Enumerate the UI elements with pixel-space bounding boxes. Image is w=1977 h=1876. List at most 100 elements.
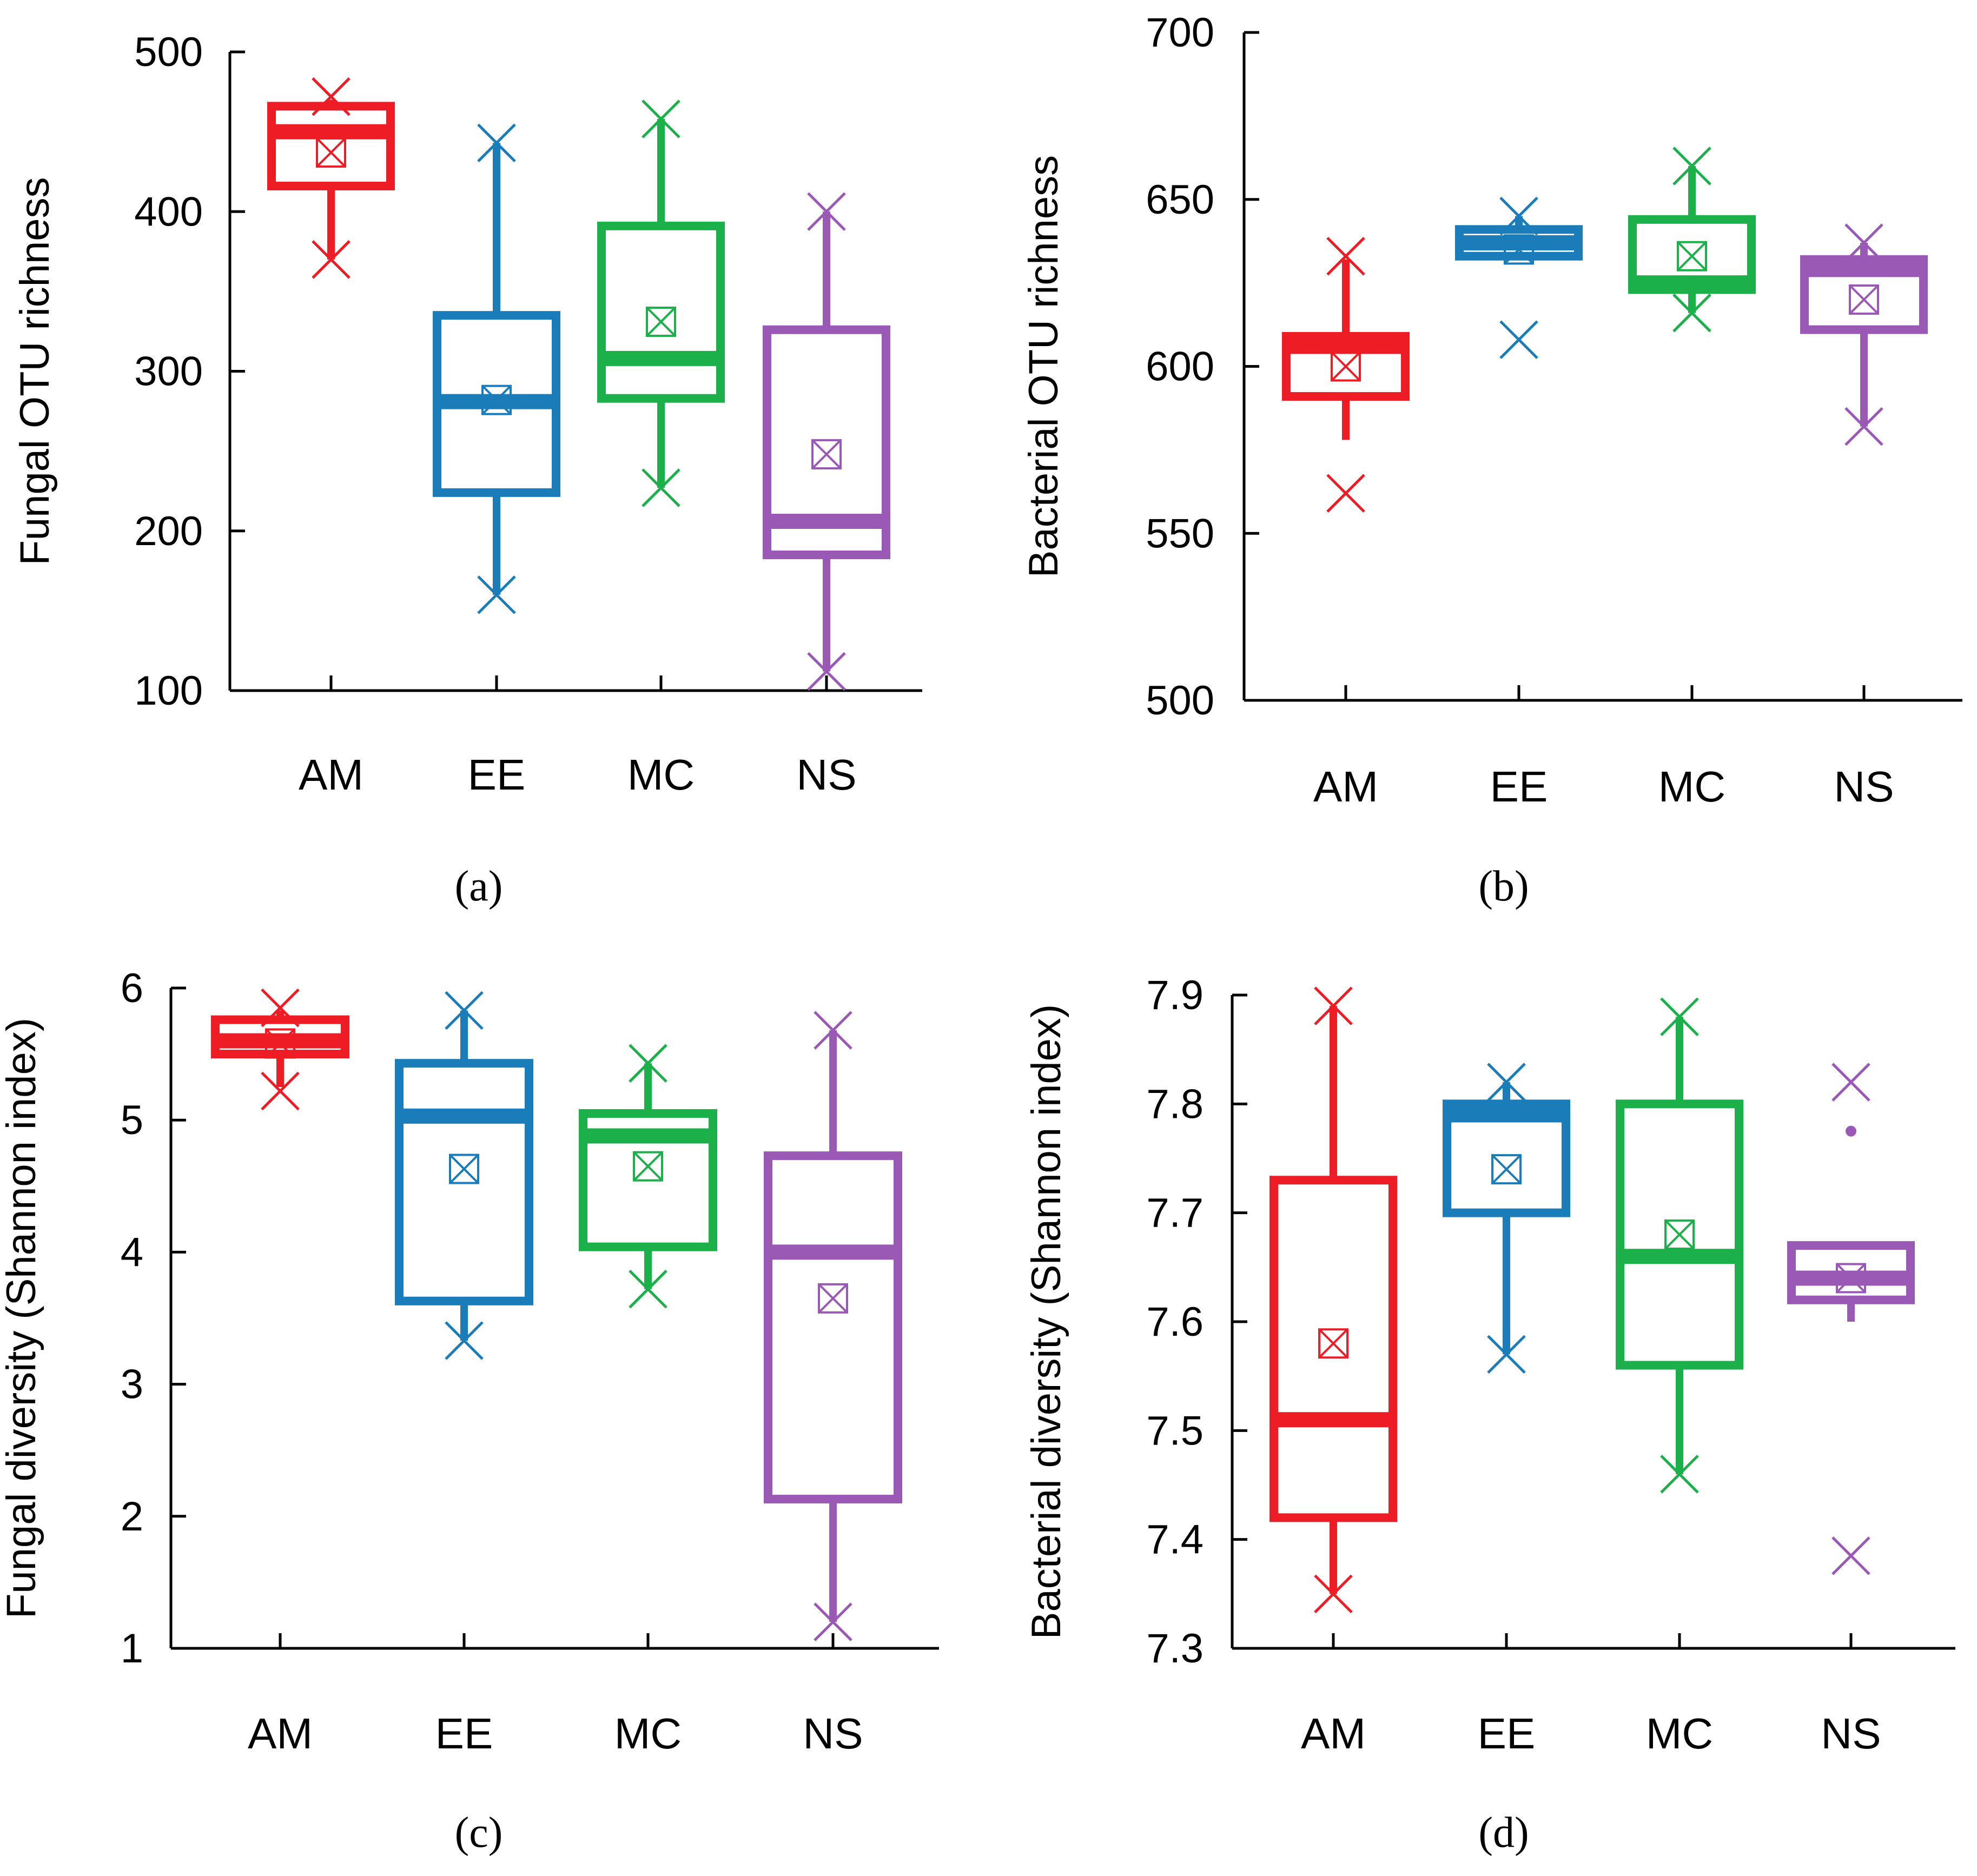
mean-marker-square bbox=[316, 137, 346, 168]
mean-marker bbox=[633, 1151, 663, 1182]
mean-marker-square bbox=[818, 1283, 848, 1314]
max-marker bbox=[445, 991, 484, 1030]
box-mc bbox=[579, 1044, 717, 1309]
chart-panel-3: 1 2 3 4 5 6 AM EE MC NS Fungal diversity (Shannon … bbox=[0, 965, 939, 1857]
panel-label: (d) bbox=[1478, 1809, 1529, 1857]
box-ee bbox=[1443, 1063, 1570, 1374]
x-category-label-ee: EE bbox=[435, 1709, 493, 1758]
mean-marker bbox=[1318, 1328, 1348, 1359]
y-tick-label: 500 bbox=[1146, 678, 1214, 724]
max-marker-stroke-b bbox=[261, 988, 300, 1028]
box-ee bbox=[1455, 196, 1583, 359]
mean-marker-diag-b bbox=[265, 1029, 295, 1058]
x-category-label-am: AM bbox=[1301, 1709, 1366, 1758]
mean-marker-diag-b bbox=[1664, 1219, 1695, 1250]
box-body bbox=[597, 221, 725, 403]
box-body bbox=[267, 102, 395, 191]
max-marker bbox=[312, 77, 351, 116]
mean-marker-square bbox=[1504, 234, 1534, 265]
max-marker bbox=[1660, 997, 1699, 1037]
mean-marker-square bbox=[1318, 1328, 1348, 1359]
box-mc bbox=[597, 100, 725, 507]
mean-marker-square bbox=[1664, 1219, 1695, 1250]
box-am bbox=[1282, 236, 1410, 513]
min-marker-stroke-b bbox=[814, 1602, 852, 1641]
min-marker bbox=[445, 1321, 484, 1360]
y-tick-label: 500 bbox=[134, 29, 203, 75]
mean-marker-square bbox=[1491, 1154, 1522, 1185]
mean-marker bbox=[1331, 351, 1361, 382]
min-marker bbox=[642, 468, 680, 507]
box-mc bbox=[1628, 147, 1756, 333]
min-marker-stroke-b bbox=[312, 240, 351, 279]
y-tick-label: 650 bbox=[1146, 177, 1214, 223]
mean-marker-diag-b bbox=[811, 439, 842, 469]
min-marker-stroke-b bbox=[642, 468, 680, 507]
y-tick-label: 7.3 bbox=[1146, 1626, 1204, 1672]
min-marker bbox=[1499, 320, 1538, 359]
box-body bbox=[764, 1151, 902, 1504]
mean-marker bbox=[316, 137, 346, 168]
max-marker-stroke-b bbox=[1326, 236, 1365, 276]
panel-label: (a) bbox=[455, 863, 503, 910]
min-marker-stroke-b bbox=[1487, 1335, 1526, 1374]
min-marker bbox=[1844, 407, 1883, 446]
min-marker-stroke-b bbox=[477, 575, 516, 614]
max-marker bbox=[807, 192, 846, 231]
box-ns bbox=[1800, 223, 1928, 446]
mean-marker-diag-b bbox=[1331, 352, 1361, 381]
x-category-label-ns: NS bbox=[1821, 1709, 1881, 1758]
mean-marker-diag-b bbox=[818, 1283, 848, 1314]
mean-marker bbox=[1504, 234, 1534, 265]
x-category-label-am: AM bbox=[1313, 763, 1378, 811]
max-marker bbox=[1487, 1063, 1526, 1102]
min-marker bbox=[1326, 474, 1365, 513]
max-marker-stroke-b bbox=[1487, 1063, 1526, 1102]
y-tick-label: 1 bbox=[121, 1626, 143, 1672]
x-category-label-ee: EE bbox=[468, 751, 526, 799]
max-marker bbox=[1314, 986, 1353, 1025]
mean-marker bbox=[265, 1028, 295, 1059]
min-marker-stroke-b bbox=[807, 652, 846, 691]
y-tick-label: 100 bbox=[134, 668, 203, 714]
y-axis-title: Fungal diversity (Shannon index) bbox=[0, 1018, 44, 1619]
mean-marker bbox=[811, 439, 842, 470]
max-marker-stroke-b bbox=[1831, 1063, 1870, 1102]
mean-marker bbox=[1491, 1154, 1522, 1185]
min-marker bbox=[1314, 1574, 1353, 1614]
outlier-point bbox=[1846, 1125, 1856, 1137]
min-marker bbox=[1660, 1455, 1699, 1494]
y-tick-label: 7.5 bbox=[1146, 1408, 1204, 1454]
y-tick-label: 3 bbox=[121, 1362, 143, 1408]
x-category-label-mc: MC bbox=[1658, 763, 1725, 811]
min-marker-stroke-b bbox=[1831, 1536, 1870, 1575]
mean-marker-square bbox=[633, 1151, 663, 1182]
min-marker bbox=[312, 240, 351, 279]
max-marker-stroke-b bbox=[642, 100, 680, 138]
mean-marker-diag-b bbox=[1491, 1154, 1522, 1184]
max-marker bbox=[642, 100, 680, 138]
mean-marker-diag-b bbox=[316, 137, 346, 168]
y-tick-label: 200 bbox=[134, 508, 203, 554]
box-ns bbox=[764, 1011, 902, 1641]
min-marker-stroke-b bbox=[1660, 1455, 1699, 1494]
mean-marker-square bbox=[1677, 241, 1707, 271]
box-am bbox=[211, 988, 349, 1111]
max-marker-stroke-b bbox=[1844, 223, 1883, 262]
y-tick-label: 5 bbox=[121, 1097, 143, 1143]
min-marker bbox=[1487, 1335, 1526, 1374]
y-axis-title: Fungal OTU richness bbox=[12, 177, 58, 565]
min-marker bbox=[629, 1270, 667, 1309]
max-marker bbox=[814, 1011, 852, 1050]
mean-marker-square bbox=[811, 439, 842, 470]
max-marker-stroke-b bbox=[1672, 147, 1711, 185]
mean-marker-diag-b bbox=[1504, 234, 1534, 264]
max-marker bbox=[1672, 147, 1711, 185]
min-marker-stroke-b bbox=[445, 1321, 484, 1360]
box-ee bbox=[433, 123, 560, 614]
mean-marker-square bbox=[646, 306, 676, 337]
mean-marker bbox=[1836, 1263, 1866, 1294]
y-axis-title: Bacterial diversity (Shannon index) bbox=[1023, 1004, 1069, 1639]
mean-marker-square bbox=[265, 1028, 295, 1059]
